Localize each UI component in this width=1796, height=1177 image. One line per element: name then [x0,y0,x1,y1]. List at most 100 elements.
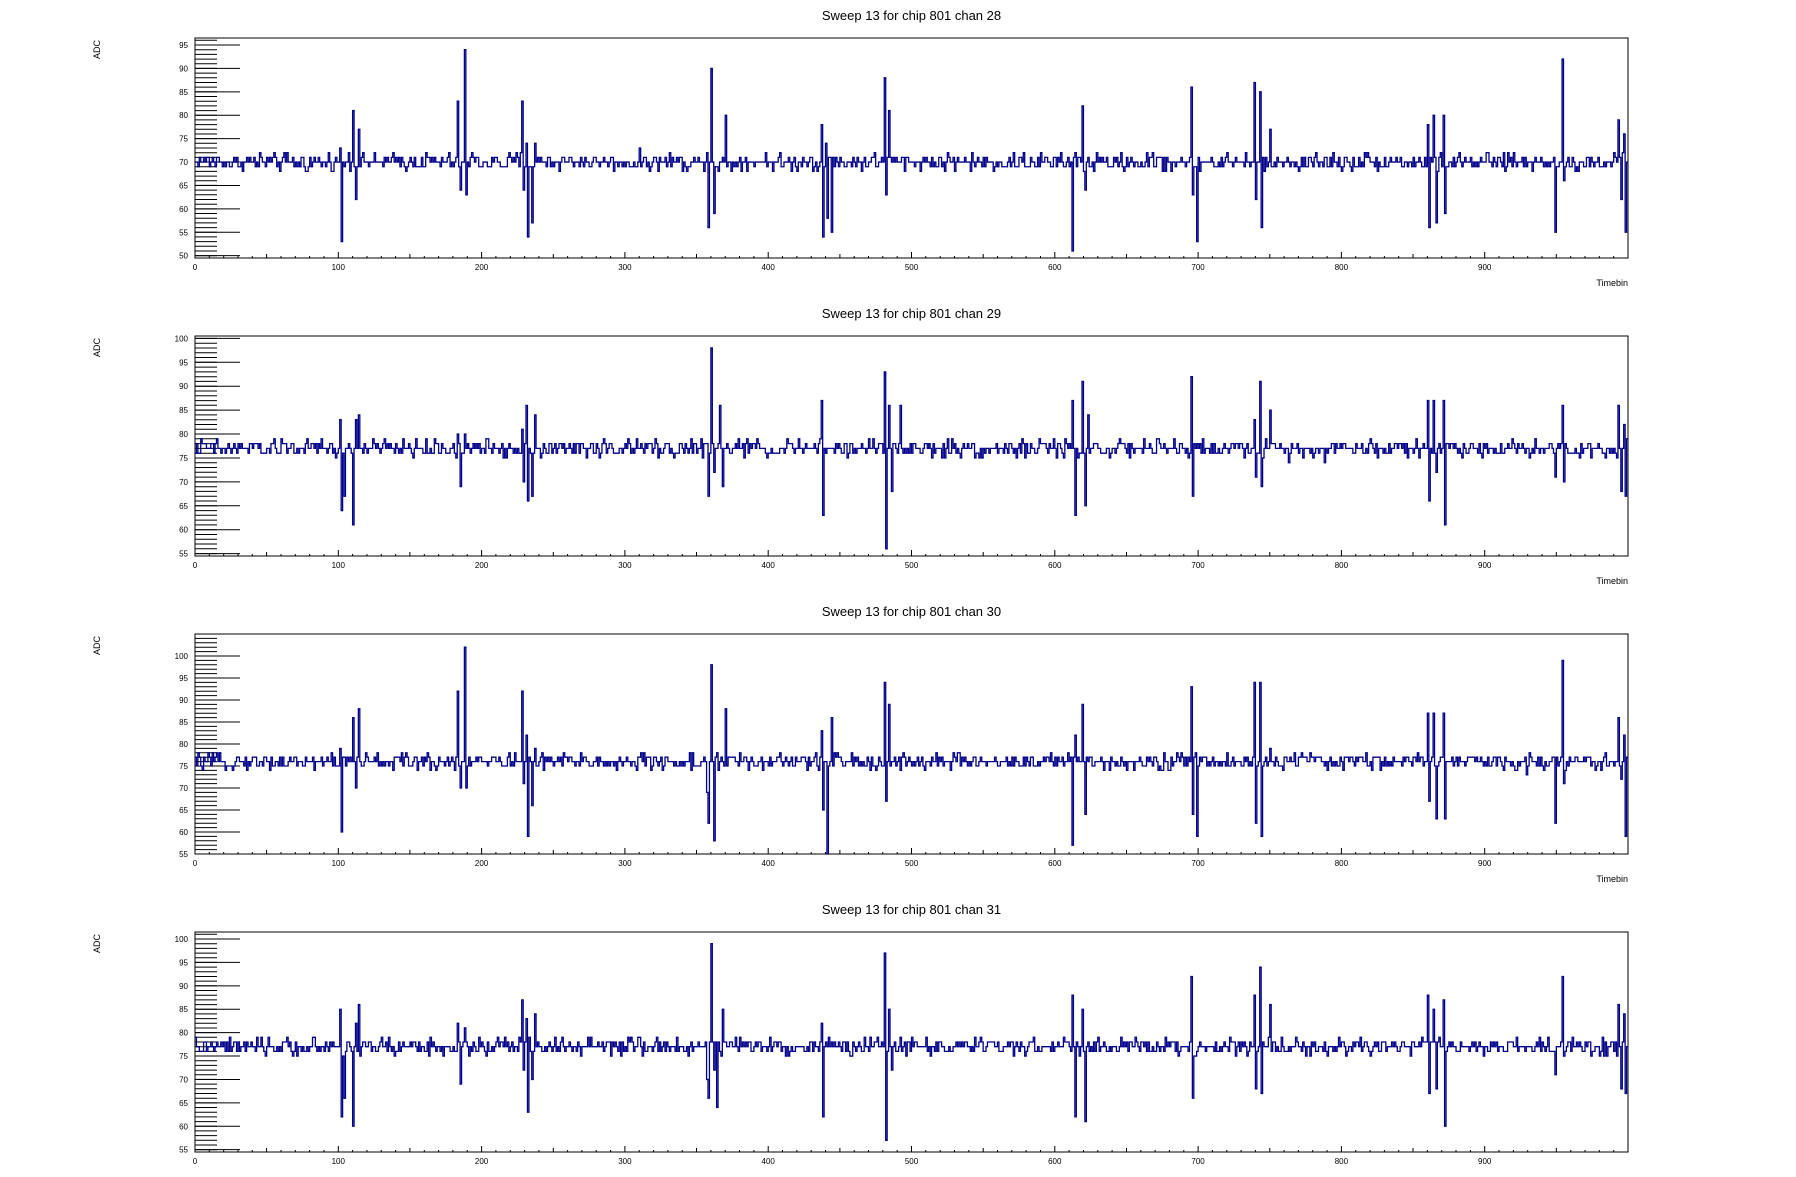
x-tick-label: 0 [193,1157,198,1166]
y-tick-label: 55 [179,550,188,559]
y-tick-label: 90 [179,696,188,705]
y-tick-label: 70 [179,478,188,487]
x-tick-label: 500 [905,1157,919,1166]
y-tick-label: 100 [175,935,189,944]
x-tick-label: 600 [1048,859,1062,868]
x-tick-label: 300 [618,263,632,272]
series-line [195,943,1628,1141]
y-tick-label: 90 [179,382,188,391]
y-tick-label: 100 [175,652,189,661]
y-tick-label: 80 [179,111,188,120]
x-tick-label: 100 [332,1157,346,1166]
y-tick-label: 75 [179,1052,188,1061]
x-tick-label: 200 [475,1157,489,1166]
x-ticks [194,252,1629,258]
x-tick-label: 900 [1478,263,1492,272]
x-tick-label: 100 [332,263,346,272]
y-tick-label: 95 [179,674,188,683]
x-ticks [194,1146,1629,1152]
x-tick-label: 800 [1335,859,1349,868]
x-tick-label: 500 [905,263,919,272]
chart-panel-2: Sweep 13 for chip 801 chan 30 ADC Timebin 5… [92,604,1629,884]
chart-title: Sweep 13 for chip 801 chan 29 [822,306,1001,321]
y-tick-label: 80 [179,430,188,439]
y-axis-label: ADC [92,934,102,954]
x-tick-label: 900 [1478,859,1492,868]
y-axis-label: ADC [92,338,102,358]
y-tick-label: 70 [179,158,188,167]
y-tick-label: 95 [179,358,188,367]
chart-title: Sweep 13 for chip 801 chan 28 [822,8,1001,23]
y-tick-label: 55 [179,1146,188,1155]
x-tick-label: 300 [618,859,632,868]
y-tick-label: 60 [179,205,188,214]
x-tick-label: 0 [193,859,198,868]
y-tick-label: 70 [179,784,188,793]
series-line [195,646,1628,855]
x-tick-label: 800 [1335,263,1349,272]
y-tick-label: 50 [179,252,188,261]
x-tick-label: 700 [1191,263,1205,272]
x-axis-label: Timebin [1596,576,1628,586]
y-tick-label: 90 [179,64,188,73]
y-tick-label: 80 [179,1029,188,1038]
x-tick-label: 200 [475,859,489,868]
x-tick-label: 700 [1191,859,1205,868]
x-tick-label: 400 [762,1157,776,1166]
y-tick-label: 60 [179,526,188,535]
x-tick-label: 700 [1191,1157,1205,1166]
plot-frame [194,37,1629,259]
x-tick-label: 400 [762,859,776,868]
x-ticks [194,550,1629,556]
y-tick-label: 70 [179,1075,188,1084]
x-tick-label: 100 [332,859,346,868]
x-axis-label: Timebin [1596,874,1628,884]
x-tick-label: 900 [1478,561,1492,570]
x-tick-label: 300 [618,1157,632,1166]
x-tick-label: 900 [1478,1157,1492,1166]
x-tick-label: 600 [1048,263,1062,272]
chart-panel-0: Sweep 13 for chip 801 chan 28 ADC Timebin 5… [92,8,1629,288]
y-tick-label: 85 [179,1005,188,1014]
series-line [195,347,1628,550]
x-axis-label: Timebin [1596,278,1628,288]
x-tick-label: 200 [475,561,489,570]
x-tick-label: 500 [905,561,919,570]
chart-title: Sweep 13 for chip 801 chan 30 [822,604,1001,619]
y-tick-label: 85 [179,406,188,415]
chart-panel-1: Sweep 13 for chip 801 chan 29 ADC Timebin 5… [92,306,1629,586]
y-tick-label: 65 [179,806,188,815]
x-tick-label: 700 [1191,561,1205,570]
x-tick-label: 400 [762,263,776,272]
y-tick-label: 85 [179,88,188,97]
x-ticks [194,848,1629,854]
chart-panel-3: Sweep 13 for chip 801 chan 31ADCTimebin5… [92,902,1629,1177]
y-tick-label: 100 [175,334,189,343]
y-tick-label: 65 [179,1099,188,1108]
y-tick-label: 95 [179,41,188,50]
y-tick-label: 75 [179,454,188,463]
y-minor-ticks [195,39,217,257]
y-tick-label: 55 [179,228,188,237]
x-tick-label: 300 [618,561,632,570]
x-tick-label: 0 [193,263,198,272]
y-tick-label: 65 [179,181,188,190]
y-tick-label: 55 [179,850,188,859]
y-axis-label: ADC [92,40,102,60]
x-tick-label: 400 [762,561,776,570]
series-line [195,49,1628,252]
x-tick-label: 800 [1335,561,1349,570]
y-tick-label: 75 [179,135,188,144]
y-tick-label: 90 [179,982,188,991]
x-tick-label: 100 [332,561,346,570]
y-tick-label: 75 [179,762,188,771]
x-tick-label: 0 [193,561,198,570]
chart-title: Sweep 13 for chip 801 chan 31 [822,902,1001,917]
y-tick-label: 60 [179,828,188,837]
x-tick-label: 600 [1048,561,1062,570]
y-tick-label: 65 [179,502,188,511]
x-tick-label: 800 [1335,1157,1349,1166]
y-tick-label: 60 [179,1122,188,1131]
